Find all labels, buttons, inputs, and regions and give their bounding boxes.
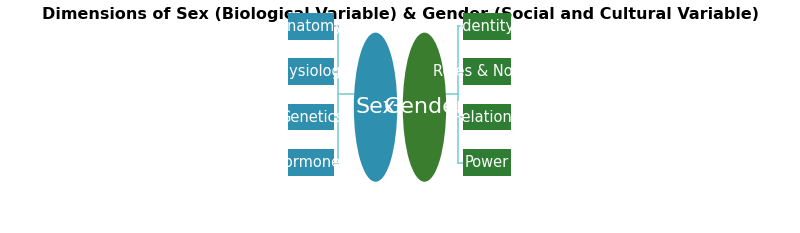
Text: Gender: Gender [383,97,466,117]
FancyBboxPatch shape [463,149,510,176]
Text: Physiology: Physiology [272,64,350,79]
FancyBboxPatch shape [463,58,510,85]
Text: Identity: Identity [458,19,515,34]
Text: Sex: Sex [355,97,396,117]
Text: Hormones: Hormones [274,155,348,170]
Text: Dimensions of Sex (Biological Variable) & Gender (Social and Cultural Variable): Dimensions of Sex (Biological Variable) … [42,7,758,22]
Text: Anatomy: Anatomy [278,19,344,34]
Text: Roles & Norms: Roles & Norms [433,64,541,79]
FancyBboxPatch shape [288,13,334,40]
FancyBboxPatch shape [288,104,334,130]
Ellipse shape [354,33,398,182]
Ellipse shape [402,33,446,182]
FancyBboxPatch shape [288,58,334,85]
FancyBboxPatch shape [288,149,334,176]
Text: Power: Power [465,155,509,170]
FancyBboxPatch shape [463,13,510,40]
FancyBboxPatch shape [463,104,510,130]
Text: Relations: Relations [453,110,521,125]
Text: Genetics: Genetics [278,110,343,125]
